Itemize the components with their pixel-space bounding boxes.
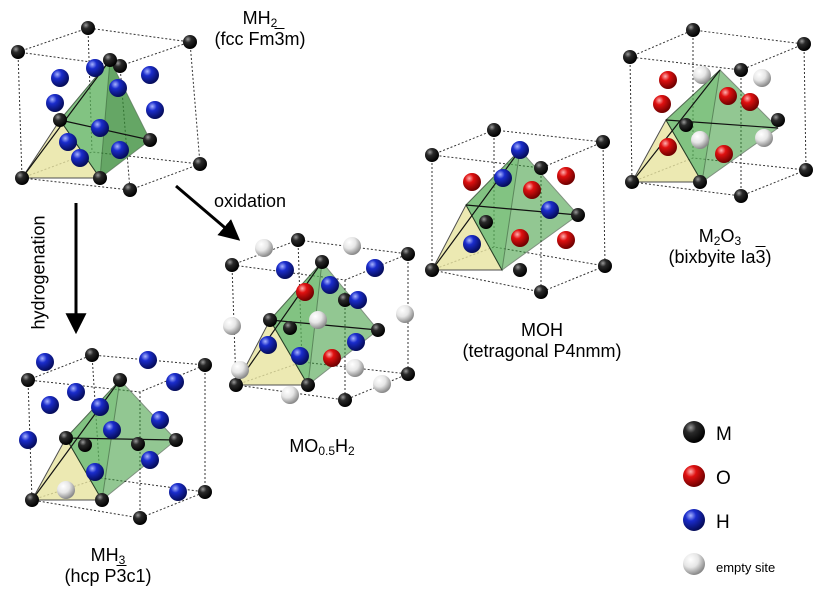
mo05h2-structure xyxy=(223,233,415,407)
hydrogenation-label: hydrogenation xyxy=(28,215,49,330)
legend-label-m: M xyxy=(716,424,732,445)
moh-structure xyxy=(425,123,612,299)
legend-item-m: M xyxy=(680,418,810,462)
mh3-structure xyxy=(19,348,212,525)
m-atom-icon xyxy=(683,421,705,443)
moh-label: MOH (tetragonal P4nmm) xyxy=(462,320,622,361)
oxidation-arrow xyxy=(175,184,241,241)
mh2-structure xyxy=(11,21,207,197)
m2o3-label: M2O3 (bixbyite Ia3) xyxy=(668,226,772,267)
mo05h2-label: MO0.5H2 xyxy=(289,436,355,458)
legend: M O H empty site xyxy=(680,418,810,594)
legend-label-h: H xyxy=(716,512,730,533)
mh3-label: MH3 (hcp P3c1) xyxy=(64,545,152,586)
legend-label-o: O xyxy=(716,468,731,489)
m2o3-structure xyxy=(623,23,813,203)
mh2-label: MH2 (fcc Fm3m) xyxy=(214,8,306,49)
oxidation-label: oxidation xyxy=(214,191,287,211)
legend-item-h: H xyxy=(680,506,810,550)
legend-label-empty-site: empty site xyxy=(716,560,776,575)
o-atom-icon xyxy=(683,465,705,487)
empty-site-icon xyxy=(683,553,705,575)
legend-item-o: O xyxy=(680,462,810,506)
h-atom-icon xyxy=(683,509,705,531)
legend-item-empty-site: empty site xyxy=(680,550,810,594)
